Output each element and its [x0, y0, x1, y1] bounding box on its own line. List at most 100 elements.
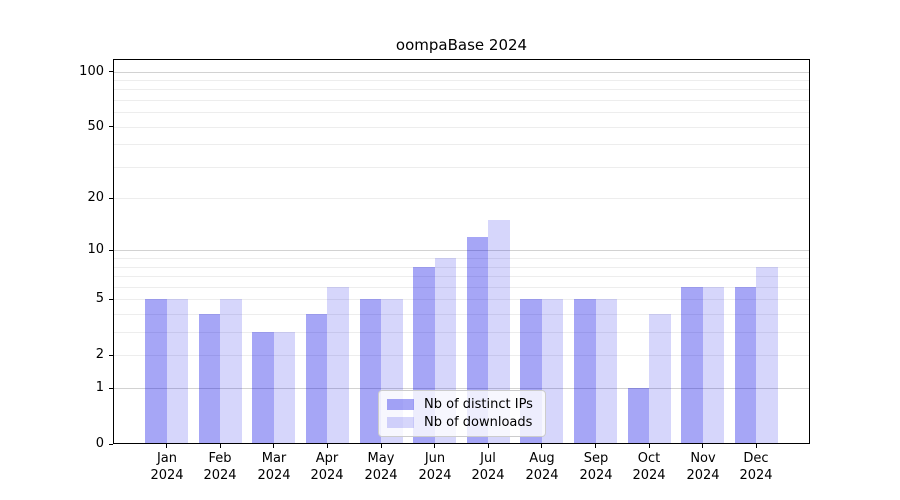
legend-label-distinct-ips: Nb of distinct IPs [424, 397, 533, 412]
x-tick-year: 2024 [632, 467, 666, 483]
gridline-2 [114, 355, 809, 356]
x-tick-label-dec: Dec 2024 [716, 451, 796, 484]
gridline-30 [114, 167, 809, 168]
gridline-7 [114, 276, 809, 277]
x-tick-year: 2024 [203, 467, 237, 483]
x-tick-year: 2024 [364, 467, 398, 483]
bar-distinct-ips-apr [305, 314, 328, 443]
gridline-3 [114, 332, 809, 333]
x-tick-month: Feb [208, 451, 232, 466]
bar-downloads-sep [595, 299, 618, 443]
legend-swatch-downloads [387, 417, 414, 428]
gridline-9 [114, 258, 809, 259]
y-tick-label-5: 5 [95, 291, 104, 306]
x-tick-label-oct: Oct 2024 [609, 451, 689, 484]
x-tick-label-may: May 2024 [341, 451, 421, 484]
legend-item-distinct-ips: Nb of distinct IPs [387, 397, 537, 412]
bar-distinct-ips-oct [627, 388, 650, 443]
y-tick-label-1: 1 [95, 380, 104, 395]
y-tick-10 [109, 250, 113, 251]
gridline-90 [114, 80, 809, 81]
bar-distinct-ips-jan [145, 299, 167, 443]
x-tick-label-jan: Jan 2024 [127, 451, 207, 484]
x-tick-label-jul: Jul 2024 [448, 451, 528, 484]
x-tick-month: Jan [156, 451, 178, 466]
gridline-50 [114, 127, 809, 128]
x-tick-oct [649, 444, 650, 448]
x-tick-month: Jul [480, 451, 496, 466]
y-tick-label-100: 100 [79, 64, 104, 79]
bar-downloads-apr [327, 286, 349, 443]
y-tick-label-2: 2 [95, 347, 104, 362]
y-tick-20 [109, 198, 113, 199]
x-tick-year: 2024 [739, 467, 773, 483]
bar-distinct-ips-sep [574, 299, 596, 443]
x-tick-aug [541, 444, 542, 448]
chart-title: oompaBase 2024 [395, 36, 528, 54]
x-tick-label-aug: Aug 2024 [502, 451, 582, 484]
x-tick-label-mar: Mar 2024 [234, 451, 314, 484]
legend-item-downloads: Nb of downloads [387, 415, 537, 430]
gridline-8 [114, 267, 809, 268]
x-tick-month: Aug [529, 451, 555, 466]
y-tick-0 [109, 444, 113, 445]
x-tick-month: Nov [690, 451, 716, 466]
bar-downloads-jul [488, 220, 510, 443]
bar-downloads-nov [702, 286, 725, 443]
x-tick-label-apr: Apr 2024 [287, 451, 367, 484]
y-tick-5 [109, 299, 113, 300]
x-tick-month: Jun [424, 451, 446, 466]
gridline-20 [114, 198, 809, 199]
bar-distinct-ips-may [359, 299, 382, 443]
gridline-5 [114, 299, 809, 300]
x-tick-label-sep: Sep 2024 [556, 451, 636, 484]
x-tick-year: 2024 [310, 467, 344, 483]
bar-downloads-mar [273, 332, 296, 443]
plot-area [113, 59, 810, 444]
gridline-40 [114, 144, 809, 145]
x-tick-mar [273, 444, 274, 448]
x-tick-feb [220, 444, 221, 448]
gridline-6 [114, 287, 809, 288]
y-tick-label-20: 20 [87, 190, 104, 205]
bar-downloads-aug [541, 299, 564, 443]
y-tick-100 [109, 71, 113, 72]
x-tick-label-nov: Nov 2024 [663, 451, 743, 484]
y-tick-1 [109, 388, 113, 389]
bar-distinct-ips-mar [252, 332, 274, 443]
x-tick-sep [595, 444, 596, 448]
gridline-70 [114, 100, 809, 101]
x-tick-year: 2024 [471, 467, 505, 483]
x-tick-year: 2024 [525, 467, 559, 483]
y-tick-2 [109, 355, 113, 356]
legend-label-downloads: Nb of downloads [424, 415, 533, 430]
bar-downloads-feb [220, 299, 242, 443]
gridline-100 [114, 72, 809, 73]
x-tick-month: Sep [583, 451, 609, 466]
bar-distinct-ips-feb [198, 314, 221, 443]
bar-downloads-oct [649, 314, 671, 443]
x-tick-label-feb: Feb 2024 [180, 451, 260, 484]
x-tick-year: 2024 [686, 467, 720, 483]
x-tick-jun [434, 444, 435, 448]
x-tick-apr [327, 444, 328, 448]
x-tick-dec [756, 444, 757, 448]
gridline-80 [114, 89, 809, 90]
x-tick-month: Oct [637, 451, 661, 466]
y-tick-50 [109, 126, 113, 127]
gridline-10 [114, 250, 809, 251]
y-tick-label-0: 0 [95, 436, 104, 451]
bar-distinct-ips-dec [734, 286, 757, 443]
gridline-4 [114, 314, 809, 315]
x-tick-month: Apr [315, 451, 339, 466]
x-tick-nov [702, 444, 703, 448]
legend: Nb of distinct IPs Nb of downloads [378, 390, 546, 437]
x-tick-may [381, 444, 382, 448]
bar-distinct-ips-nov [681, 286, 703, 443]
gridline-60 [114, 112, 809, 113]
x-tick-year: 2024 [257, 467, 291, 483]
bar-downloads-dec [756, 266, 778, 443]
x-tick-year: 2024 [150, 467, 184, 483]
legend-swatch-distinct-ips [387, 399, 414, 410]
